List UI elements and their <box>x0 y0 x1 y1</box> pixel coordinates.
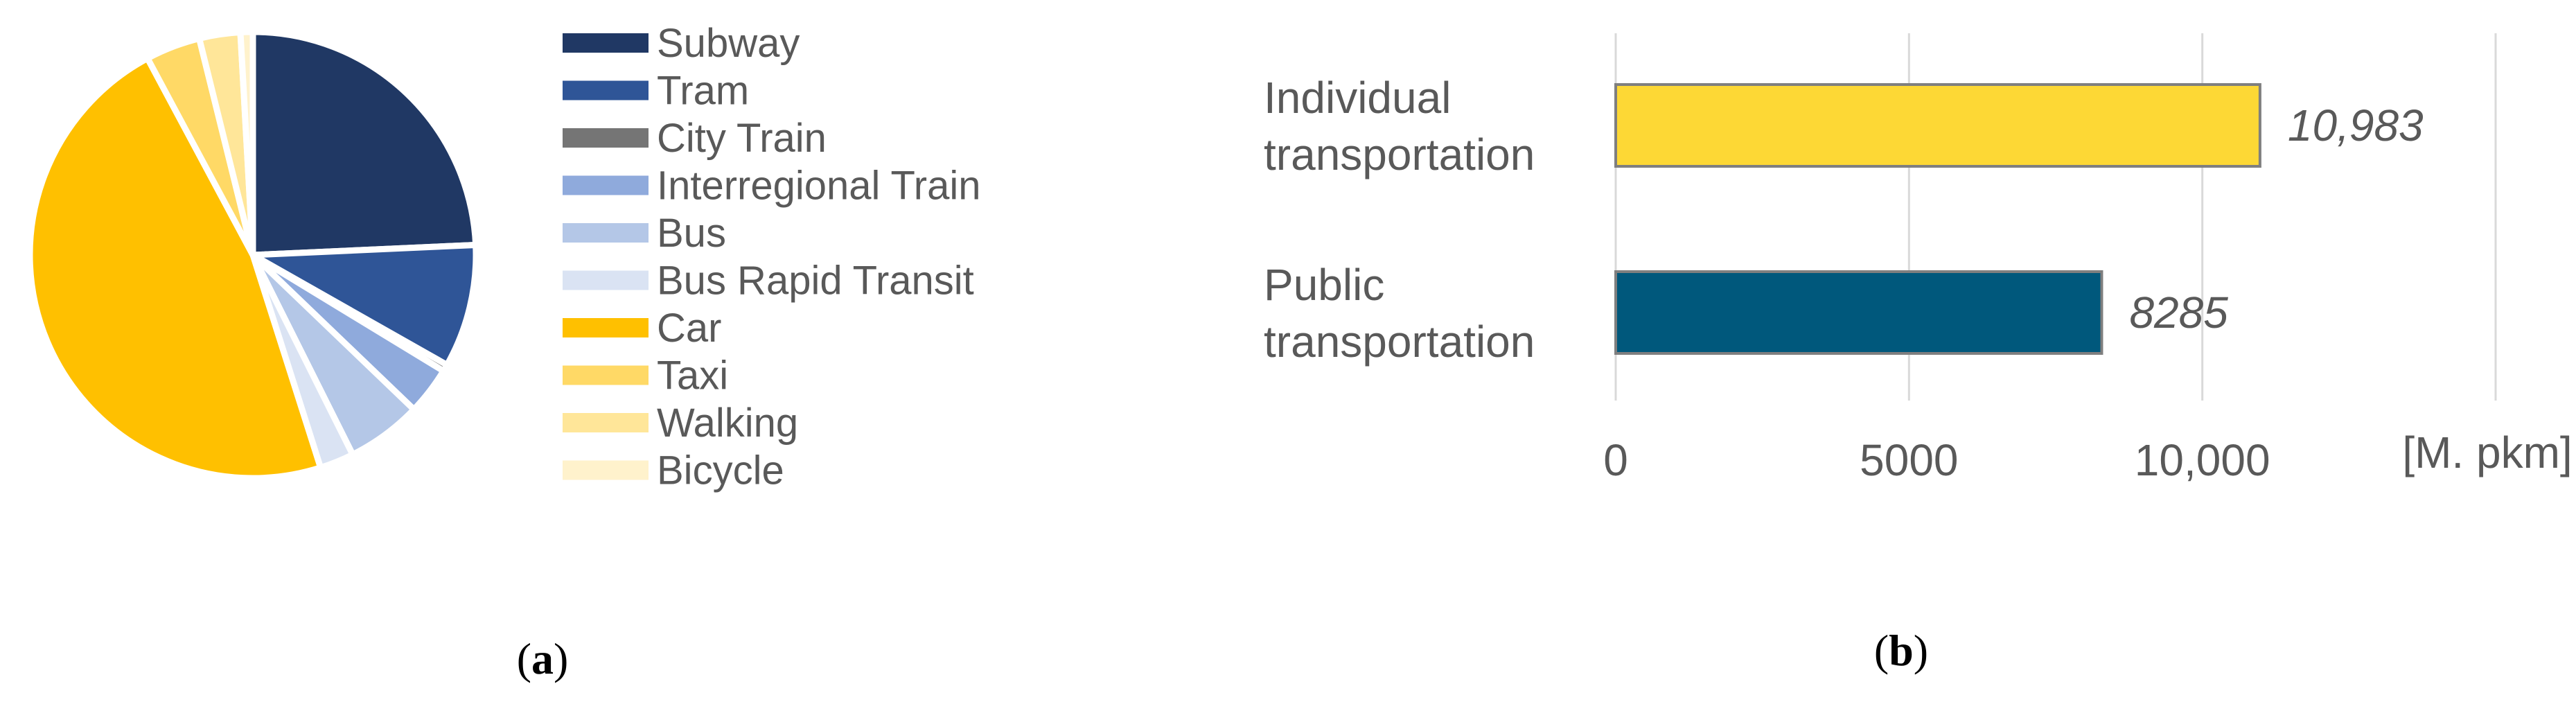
legend-label-bus: Bus <box>657 211 726 256</box>
x-tick-label-5000: 5000 <box>1860 435 1958 485</box>
category-label-individual-transportation: Individual transportation <box>1264 73 1535 179</box>
category-label-public-transportation: Public transportation <box>1264 260 1535 367</box>
bar-public-transportation <box>1614 270 2103 355</box>
legend-swatch-subway <box>563 33 649 53</box>
x-tick-label-0: 0 <box>1603 435 1628 485</box>
legend-swatch-interregional-train <box>563 175 649 195</box>
x-axis-unit-label: [M. pkm] <box>2402 428 2572 477</box>
x-tick-label-10000: 10,000 <box>2135 435 2270 485</box>
pie-slice-car <box>26 55 324 482</box>
legend-swatch-walking <box>563 413 649 432</box>
legend-swatch-taxi <box>563 365 649 385</box>
legend-swatch-bus <box>563 223 649 243</box>
legend-swatch-bus-rapid-transit <box>563 270 649 290</box>
x-tick-labels: 0 5000 10,000 <box>1603 435 2270 485</box>
bar-marks: 10,983 8285 <box>1614 83 2424 355</box>
panel-label-a: (a) <box>517 634 569 683</box>
legend-swatch-car <box>563 318 649 337</box>
pie-chart <box>26 28 479 482</box>
bar-chart: 10,983 8285 Individual transportation Publi… <box>1264 33 2573 485</box>
bar-individual-transportation <box>1614 83 2261 168</box>
legend-label-interregional-train: Interregional Train <box>657 164 980 209</box>
legend-label-taxi: Taxi <box>657 353 728 398</box>
legend-label-city-train: City Train <box>657 116 827 161</box>
legend-swatch-city-train <box>563 128 649 148</box>
legend-swatch-bicycle <box>563 460 649 480</box>
legend-swatch-tram <box>563 80 649 100</box>
bar-category-labels: Individual transportation Public transporta… <box>1264 73 1535 367</box>
legend-label-bus-rapid-transit: Bus Rapid Transit <box>657 258 974 304</box>
pie-slice-bicycle <box>237 28 256 258</box>
legend-label-car: Car <box>657 306 721 351</box>
pie-slice-subway <box>249 28 479 258</box>
pie-slice-tram <box>249 241 479 369</box>
legend-label-subway: Subway <box>657 21 800 66</box>
panel-label-b: (b) <box>1874 626 1928 675</box>
data-label-public-transportation: 8285 <box>2129 288 2228 337</box>
legend-label-tram: Tram <box>657 69 749 114</box>
legend-label-walking: Walking <box>657 401 798 446</box>
data-label-individual-transportation: 10,983 <box>2288 100 2424 150</box>
legend-label-bicycle: Bicycle <box>657 448 784 493</box>
